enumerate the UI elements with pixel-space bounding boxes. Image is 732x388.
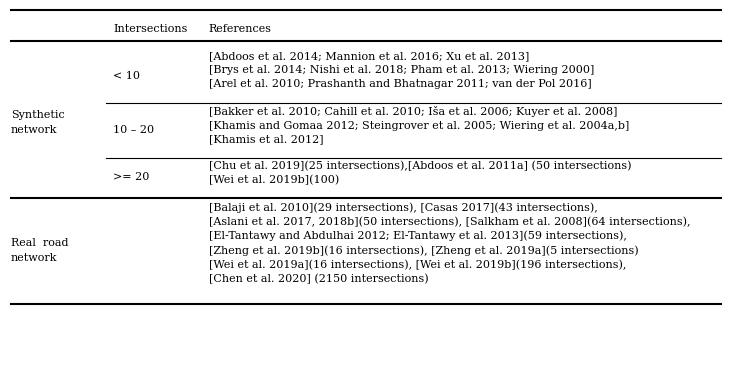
Text: Intersections: Intersections — [113, 24, 188, 34]
Text: [Balaji et al. 2010](29 intersections), [Casas 2017](43 intersections),
[Aslani : [Balaji et al. 2010](29 intersections), … — [209, 202, 690, 284]
Text: < 10: < 10 — [113, 71, 141, 81]
Text: [Abdoos et al. 2014; Mannion et al. 2016; Xu et al. 2013]
[Brys et al. 2014; Nis: [Abdoos et al. 2014; Mannion et al. 2016… — [209, 52, 594, 89]
Text: Synthetic
network: Synthetic network — [11, 110, 64, 135]
Text: 10 – 20: 10 – 20 — [113, 125, 154, 135]
Text: Real  road
network: Real road network — [11, 238, 69, 263]
Text: References: References — [209, 24, 272, 34]
Text: [Bakker et al. 2010; Cahill et al. 2010; Iša et al. 2006; Kuyer et al. 2008]
[Kh: [Bakker et al. 2010; Cahill et al. 2010;… — [209, 106, 629, 144]
Text: >= 20: >= 20 — [113, 172, 150, 182]
Text: [Chu et al. 2019](25 intersections),[Abdoos et al. 2011a] (50 intersections)
[We: [Chu et al. 2019](25 intersections),[Abd… — [209, 161, 631, 185]
